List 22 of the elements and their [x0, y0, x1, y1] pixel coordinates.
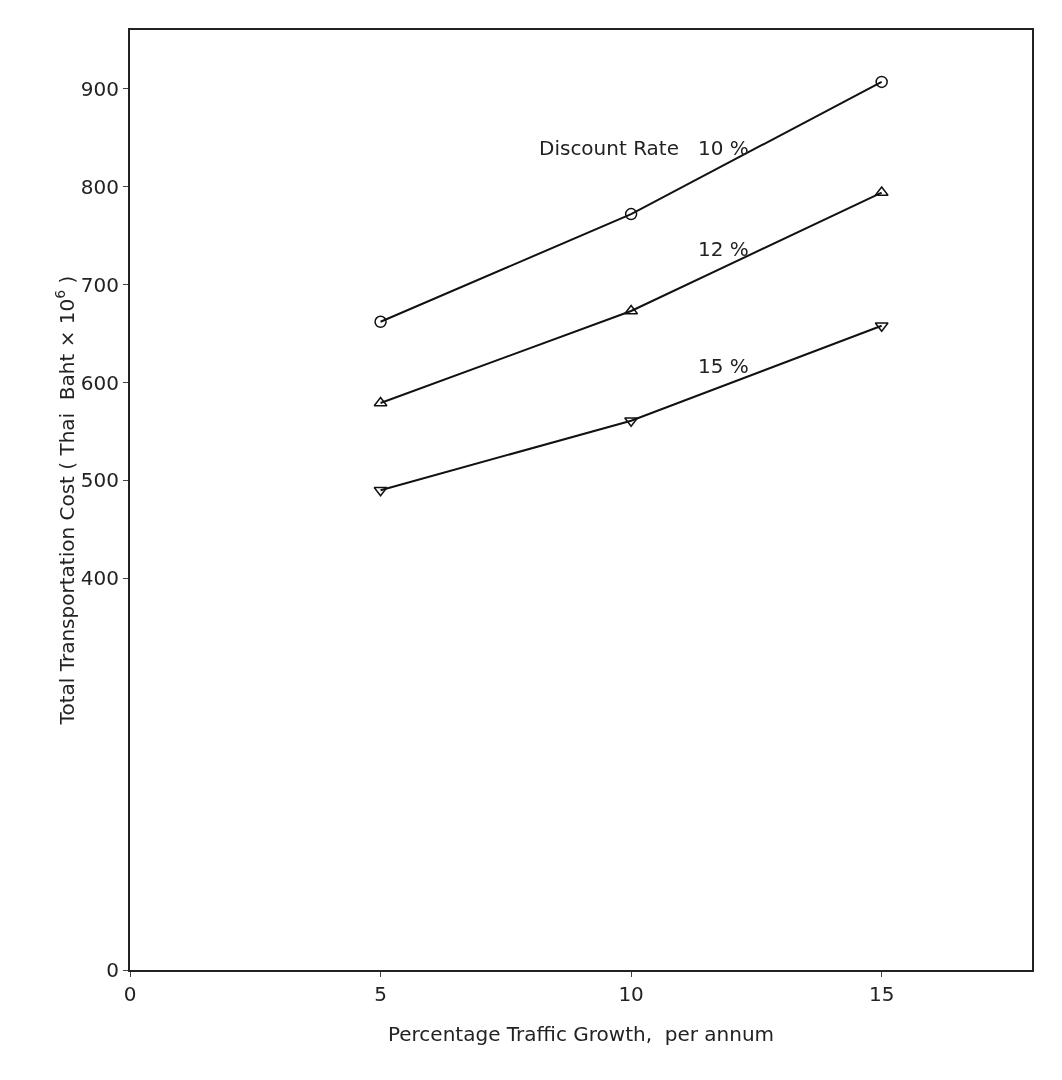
series-label: 10 %: [698, 136, 749, 160]
y-tick-label: 900: [80, 76, 119, 101]
point: [374, 315, 387, 329]
x-tick-label: 5: [374, 982, 387, 1006]
point: [624, 304, 639, 315]
y-tick-label: 600: [80, 370, 119, 395]
x-tick-label: 0: [123, 982, 137, 1006]
series-label: 12 %: [698, 237, 749, 261]
x-tick-label: 10: [618, 982, 644, 1006]
y-tick-label: 700: [80, 272, 119, 297]
x-tick-label: 15: [868, 982, 895, 1006]
y-tick-label: 500: [80, 468, 119, 493]
point: [875, 75, 888, 89]
point: [373, 486, 388, 497]
series-label: 15 %: [698, 354, 749, 378]
x-axis-title: Percentage Traffic Growth, per annum: [387, 1022, 775, 1046]
point: [874, 186, 889, 197]
y-tick-label: 400: [80, 566, 119, 591]
y-tick-label: 800: [80, 174, 119, 199]
legend-title: Discount Rate: [539, 136, 680, 160]
point: [624, 207, 638, 221]
y-tick-label: 0: [106, 958, 119, 982]
